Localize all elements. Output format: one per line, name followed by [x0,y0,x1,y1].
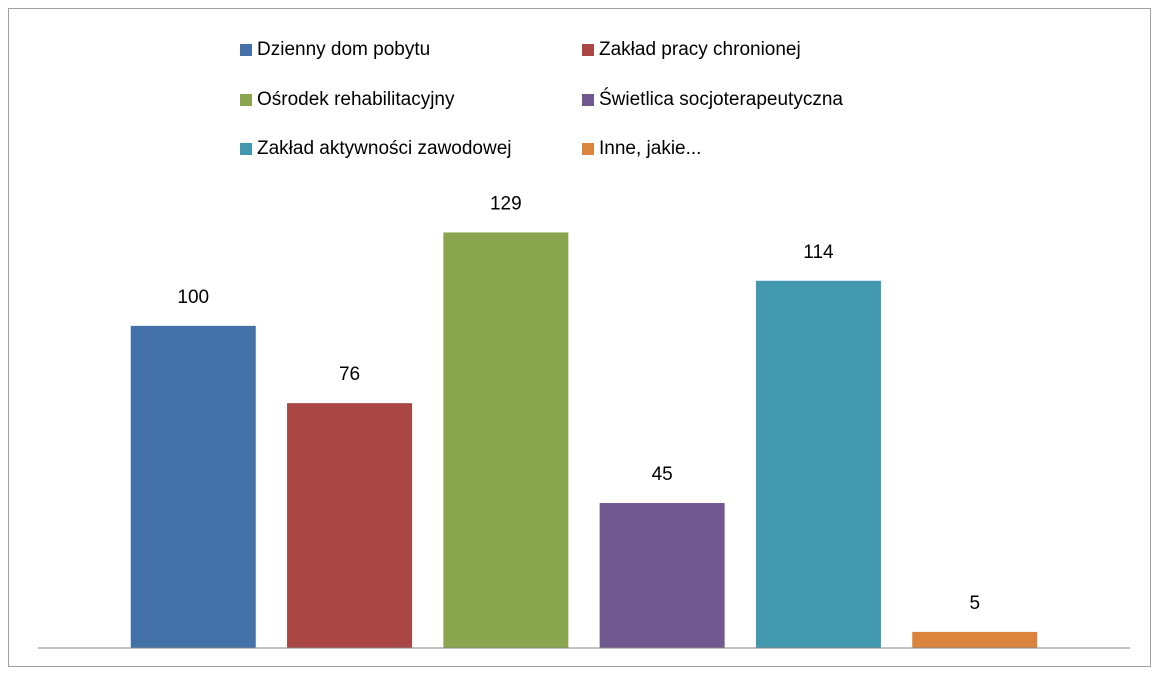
data-label: 129 [490,193,522,214]
legend-swatch [240,44,252,56]
data-label: 45 [652,464,673,485]
bar [755,280,881,648]
data-label: 100 [177,287,209,308]
data-label: 114 [803,242,834,263]
legend-swatch [582,143,594,155]
legend-swatch [240,143,252,155]
legend-label: Dzienny dom pobytu [257,39,430,60]
legend-label: Inne, jakie... [599,138,701,159]
legend-label: Zakład aktywności zawodowej [257,138,512,159]
data-label: 5 [969,593,980,614]
data-label: 76 [339,364,360,385]
bar [599,503,725,648]
legend-swatch [582,94,594,106]
bar [912,631,1038,648]
legend-label: Zakład pracy chronionej [599,39,801,60]
legend-label: Świetlica socjoterapeutyczna [599,88,843,110]
legend-swatch [240,94,252,106]
legend-swatch [582,44,594,56]
bar [130,325,256,648]
bar [287,403,413,648]
bar [443,232,569,648]
legend-label: Ośrodek rehabilitacyjny [257,89,455,110]
